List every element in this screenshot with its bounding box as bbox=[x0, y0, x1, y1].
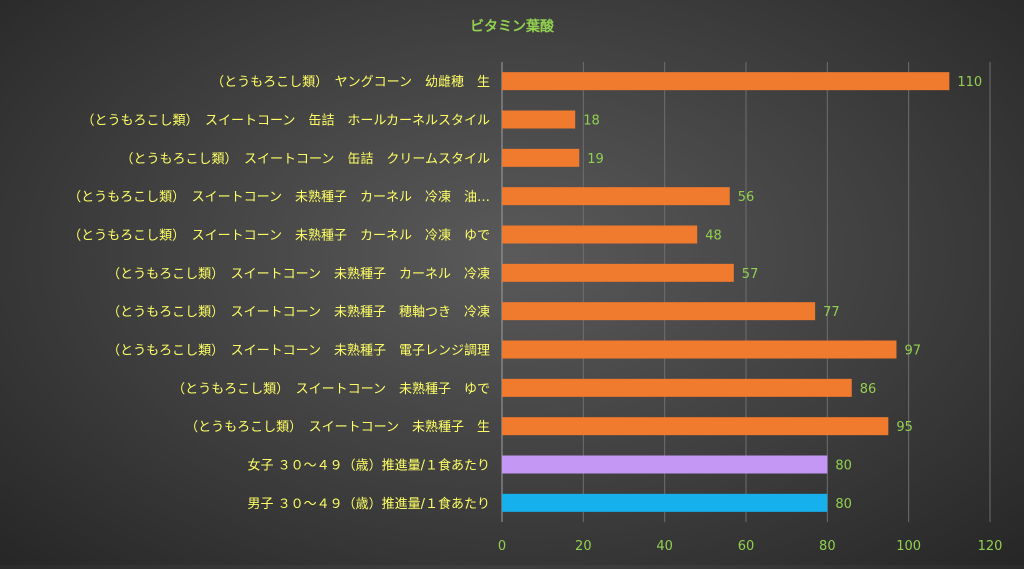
bar bbox=[502, 302, 816, 321]
bar bbox=[502, 187, 730, 206]
category-label: （とうもろこし類） スイートコーン 未熟種子 ゆで bbox=[172, 381, 490, 397]
x-tick-label: 60 bbox=[738, 539, 755, 554]
category-label: （とうもろこし類） スイートコーン 未熟種子 カーネル 冷凍 bbox=[107, 266, 490, 282]
bars bbox=[502, 72, 950, 512]
chart-title: ビタミン葉酸 bbox=[470, 18, 555, 35]
data-label: 86 bbox=[860, 382, 877, 397]
data-label: 48 bbox=[705, 229, 722, 244]
data-label: 77 bbox=[823, 305, 840, 320]
data-label: 18 bbox=[583, 114, 600, 129]
category-label: （とうもろこし類） スイートコーン 未熟種子 穂軸つき 冷凍 bbox=[107, 304, 490, 320]
data-label: 110 bbox=[957, 75, 982, 90]
bar bbox=[502, 340, 897, 359]
data-label: 19 bbox=[587, 152, 604, 167]
bar bbox=[502, 72, 950, 91]
data-label: 80 bbox=[835, 497, 852, 512]
x-tick-label: 100 bbox=[896, 539, 921, 554]
bar bbox=[502, 148, 580, 167]
x-tick-label: 80 bbox=[819, 539, 836, 554]
x-tick-label: 40 bbox=[656, 539, 673, 554]
category-label: （とうもろこし類） スイートコーン 未熟種子 カーネル 冷凍 油… bbox=[68, 189, 490, 205]
data-label: 95 bbox=[896, 420, 913, 435]
x-axis-ticks: 0 20 40 60 80 100 120 bbox=[498, 539, 1003, 554]
bar bbox=[502, 455, 828, 474]
gridlines bbox=[501, 62, 991, 522]
category-label: 男子 ３０～４９（歳）推進量/１食あたり bbox=[247, 496, 490, 512]
bar bbox=[502, 110, 576, 129]
x-tick-label: 0 bbox=[498, 539, 506, 554]
category-label: （とうもろこし類） スイートコーン 缶詰 ホールカーネルスタイル bbox=[82, 113, 490, 129]
bar bbox=[502, 493, 828, 512]
category-label: （とうもろこし類） スイートコーン 未熟種子 生 bbox=[185, 419, 490, 435]
category-label: 女子 ３０～４９（歳）推進量/１食あたり bbox=[247, 458, 490, 474]
category-label: （とうもろこし類） スイートコーン 缶詰 クリームスタイル bbox=[121, 151, 490, 167]
data-label: 57 bbox=[742, 267, 759, 282]
bar bbox=[502, 417, 889, 436]
bar bbox=[502, 225, 698, 244]
data-labels: 110 18 19 56 48 57 77 97 86 95 80 80 bbox=[583, 75, 982, 512]
data-label: 97 bbox=[904, 344, 921, 359]
data-label: 56 bbox=[738, 190, 755, 205]
bar bbox=[502, 263, 734, 282]
category-labels: （とうもろこし類） ヤングコーン 幼雌穂 生 （とうもろこし類） スイートコーン … bbox=[68, 74, 490, 512]
category-label: （とうもろこし類） スイートコーン 未熟種子 カーネル 冷凍 ゆで bbox=[68, 228, 490, 244]
x-tick-label: 20 bbox=[575, 539, 592, 554]
category-label: （とうもろこし類） スイートコーン 未熟種子 電子レンジ調理 bbox=[107, 343, 490, 359]
bar bbox=[502, 378, 852, 397]
data-label: 80 bbox=[835, 459, 852, 474]
category-label: （とうもろこし類） ヤングコーン 幼雌穂 生 bbox=[211, 74, 490, 90]
x-tick-label: 120 bbox=[978, 539, 1003, 554]
